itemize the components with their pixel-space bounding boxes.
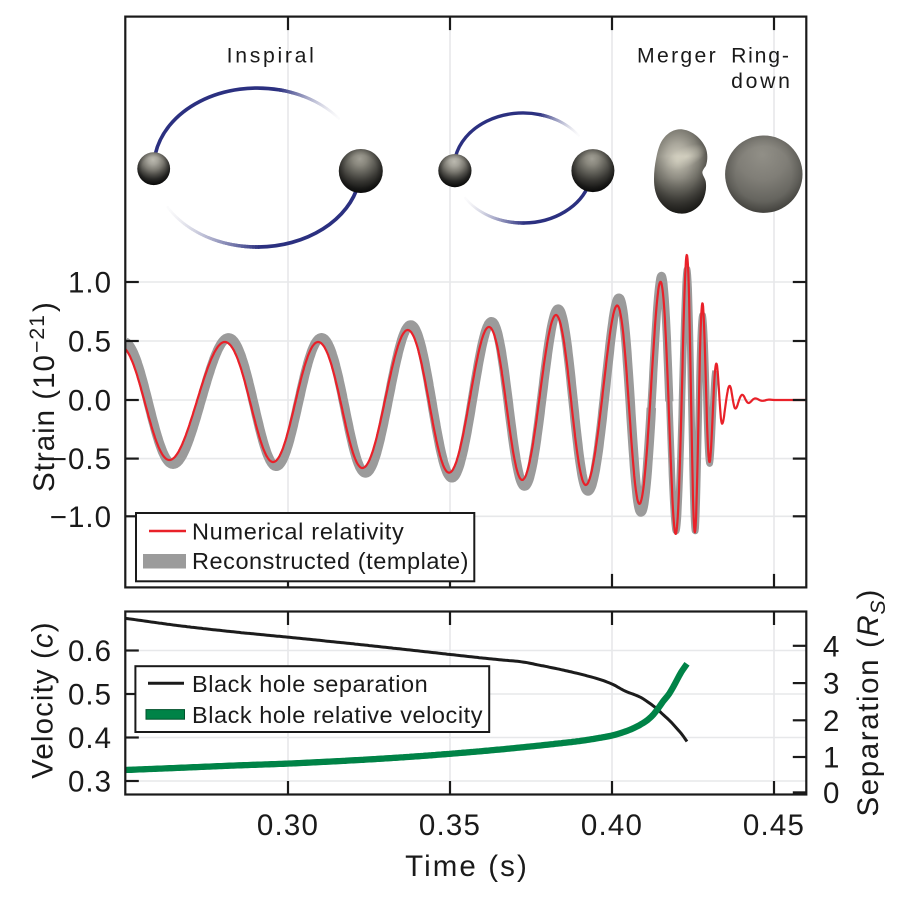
svg-text:Numerical relativity: Numerical relativity (192, 519, 405, 545)
svg-text:0.5: 0.5 (68, 679, 112, 712)
svg-text:Ring-: Ring- (731, 45, 791, 68)
svg-text:−0.5: −0.5 (50, 443, 112, 476)
svg-text:1: 1 (823, 742, 839, 775)
svg-text:down: down (731, 70, 792, 93)
svg-text:0.4: 0.4 (68, 722, 112, 755)
svg-text:0.40: 0.40 (581, 809, 643, 842)
svg-text:Reconstructed (template): Reconstructed (template) (192, 548, 469, 574)
svg-text:S: S (867, 600, 890, 614)
svg-text:−1.0: −1.0 (50, 501, 112, 534)
svg-text:0.35: 0.35 (419, 809, 481, 842)
svg-text:Merger: Merger (637, 45, 718, 68)
svg-text:0.3: 0.3 (68, 766, 112, 799)
svg-text:): ) (28, 302, 61, 312)
svg-text:Black hole separation: Black hole separation (192, 671, 428, 697)
svg-text:Time (s): Time (s) (405, 850, 529, 883)
svg-text:0.30: 0.30 (257, 809, 319, 842)
svg-text:0.45: 0.45 (743, 809, 805, 842)
svg-text:Separation (R: Separation (R (852, 614, 885, 817)
svg-text:−21: −21 (26, 314, 49, 353)
svg-text:0: 0 (823, 777, 839, 810)
svg-text:1.0: 1.0 (68, 267, 112, 300)
svg-text:Strain (10: Strain (10 (28, 354, 61, 492)
svg-text:2: 2 (823, 705, 839, 738)
svg-text:Black hole relative velocity: Black hole relative velocity (192, 702, 483, 728)
svg-text:): ) (852, 590, 885, 600)
svg-text:0.0: 0.0 (68, 385, 112, 418)
svg-text:4: 4 (823, 630, 839, 663)
svg-text:0.5: 0.5 (68, 326, 112, 359)
svg-text:Velocity (c): Velocity (c) (27, 621, 60, 778)
svg-text:Inspiral: Inspiral (227, 45, 317, 68)
svg-text:3: 3 (823, 668, 839, 701)
svg-text:0.6: 0.6 (68, 635, 112, 668)
